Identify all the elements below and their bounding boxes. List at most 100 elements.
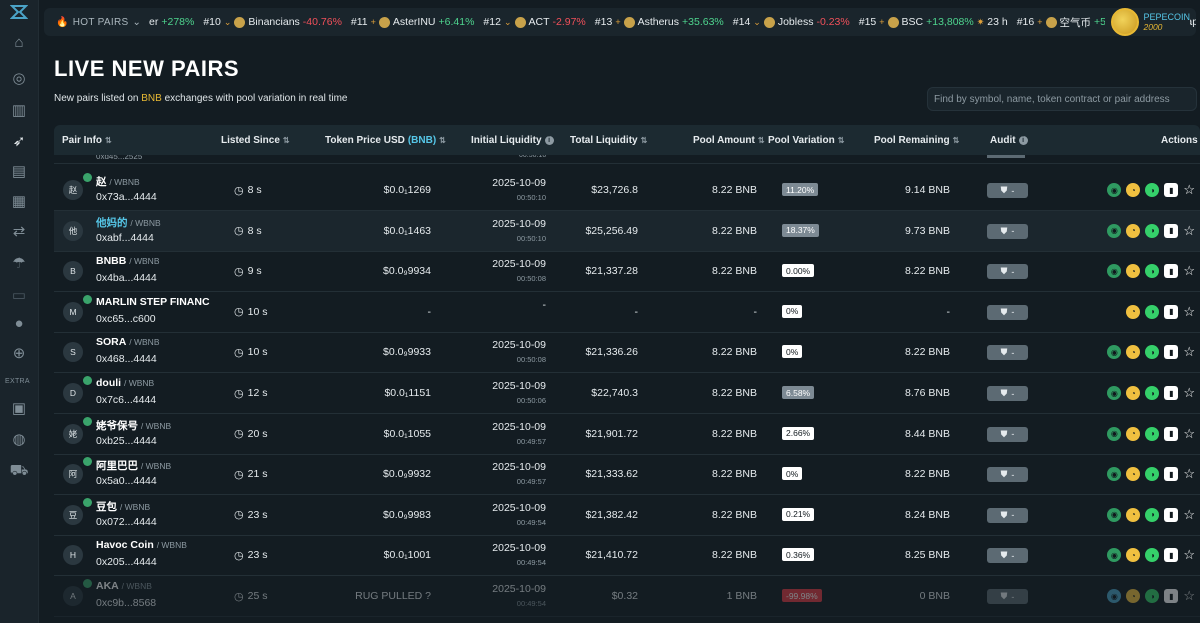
chart-link-icon[interactable]: ◔ — [1126, 304, 1141, 319]
buy-icon[interactable]: ◑ — [1145, 426, 1160, 441]
col-total-liquidity[interactable]: Total Liquidity ⇅ — [570, 125, 647, 155]
analytics-icon[interactable]: ▮ — [1164, 386, 1179, 400]
chart-link-icon[interactable]: ◔ — [1126, 386, 1141, 400]
pair-address[interactable]: 0x7c6...4444 — [96, 394, 157, 406]
buy-icon[interactable]: ◑ — [1145, 507, 1160, 522]
ticker-item[interactable]: #11 + AsterINU +6.41% — [351, 16, 475, 28]
col-listed-since[interactable]: Listed Since ⇅ — [221, 125, 290, 155]
col-token-price[interactable]: Token Price USD (BNB) ⇅ — [325, 125, 446, 155]
col-token-price-unit[interactable]: (BNB) — [407, 134, 437, 146]
ticker-item[interactable]: er +278% — [149, 16, 194, 28]
dex-link-icon[interactable]: ◉ — [1107, 426, 1122, 441]
buy-icon[interactable]: ◑ — [1145, 223, 1160, 238]
analytics-icon[interactable]: ▮ — [1164, 467, 1179, 482]
audit-badge[interactable]: ⛊ - — [987, 183, 1028, 198]
audit-badge[interactable]: ⛊ - — [987, 304, 1028, 320]
dex-link-icon[interactable]: ◉ — [1107, 386, 1122, 400]
pair-name[interactable]: 赵 / WBNB — [96, 174, 140, 189]
buy-icon[interactable]: ◑ — [1145, 467, 1160, 482]
chart-icon[interactable]: ▥ — [11, 102, 27, 119]
star-icon[interactable]: ☆ — [1183, 506, 1195, 522]
buy-icon[interactable]: ◑ — [1145, 386, 1160, 400]
chart-link-icon[interactable]: ◔ — [1126, 548, 1141, 563]
chart-link-icon[interactable]: ◔ — [1126, 223, 1141, 238]
ticker-item[interactable]: #14 ⌄ Jobless -0.23% — [733, 16, 850, 28]
col-pool-variation[interactable]: Pool Variation ⇅ — [768, 125, 844, 155]
buy-icon[interactable]: ◑ — [1145, 304, 1160, 319]
pair-name[interactable]: MARLIN STEP FINANC — [96, 296, 210, 308]
audit-badge[interactable]: ⛊ - — [987, 223, 1028, 239]
pair-address[interactable]: 0xc65...c600 — [96, 312, 156, 325]
analytics-icon[interactable]: ▮ — [1164, 426, 1179, 441]
pair-address[interactable]: 0xc9b...8568 — [96, 597, 157, 609]
star-icon[interactable]: ☆ — [1183, 588, 1195, 603]
audit-badge[interactable]: ⛊ - — [987, 345, 1028, 361]
pair-name[interactable]: 他妈的 / WBNB — [96, 215, 161, 230]
dex-link-icon[interactable]: ◉ — [1107, 183, 1122, 197]
audit-badge[interactable]: ⛊ - — [987, 264, 1028, 280]
chart-link-icon[interactable]: ◔ — [1126, 426, 1141, 441]
star-icon[interactable]: ☆ — [1183, 385, 1195, 400]
chart-link-icon[interactable]: ◔ — [1126, 183, 1141, 197]
analytics-icon[interactable]: ▮ — [1164, 507, 1179, 522]
pair-name[interactable]: 阿里巴巴 / WBNB — [96, 458, 171, 473]
buy-icon[interactable]: ◑ — [1145, 589, 1160, 603]
wallet-icon[interactable]: ▭ — [11, 287, 27, 304]
analytics-icon[interactable]: ▮ — [1164, 548, 1179, 563]
parachute-icon[interactable]: ☂ — [12, 255, 26, 272]
promo-pepecoin[interactable]: PEPECOIN 2000 — [1105, 8, 1190, 36]
pair-address[interactable]: 0x072...4444 — [96, 515, 157, 528]
chart-link-icon[interactable]: ◔ — [1126, 589, 1141, 603]
star-icon[interactable]: ☆ — [1183, 344, 1195, 360]
info-icon[interactable]: i — [1018, 135, 1028, 145]
audit-badge[interactable]: ⛊ - — [987, 467, 1028, 483]
audit-badge[interactable]: ⛊ - — [987, 589, 1028, 604]
pair-address[interactable]: 0x5a0...4444 — [96, 475, 157, 488]
analytics-icon[interactable]: ▮ — [1164, 304, 1179, 319]
table-row[interactable]: 姥姥爷保号 / WBNB 0xb25...4444 ◷ 20 s $0.0₁1055 20… — [54, 414, 1200, 455]
home-icon[interactable]: ⌂ — [14, 33, 24, 51]
star-icon[interactable]: ☆ — [1183, 182, 1195, 197]
pair-address[interactable]: 0xb25...4444 — [96, 434, 157, 447]
pair-address[interactable]: 0xabf...4444 — [96, 231, 154, 244]
analytics-icon[interactable]: ▮ — [1164, 223, 1179, 238]
dex-link-icon[interactable]: ◉ — [1107, 223, 1122, 238]
table-row[interactable]: H Havoc Coin / WBNB 0x205...4444 ◷ 23 s $0.0₁… — [54, 535, 1200, 577]
audit-badge[interactable]: ⛊ - — [987, 386, 1028, 401]
dex-link-icon[interactable]: ◉ — [1107, 467, 1122, 482]
pair-name[interactable]: AKA / WBNB — [96, 580, 152, 592]
dex-link-icon[interactable]: ◉ — [1107, 548, 1122, 563]
buy-icon[interactable]: ◑ — [1145, 345, 1160, 360]
dex-link-icon[interactable]: ◉ — [1107, 507, 1122, 522]
rocket-icon[interactable]: ➶ — [12, 133, 26, 150]
files-icon[interactable]: ▤ — [11, 163, 27, 180]
ticker-item[interactable]: #13 + Astherus +35.63% — [595, 16, 724, 28]
pair-address[interactable]: 0x4ba...4444 — [96, 272, 157, 285]
table-row[interactable]: 阿阿里巴巴 / WBNB 0x5a0...4444 ◷ 21 s $0.0₉9932 20… — [54, 454, 1200, 496]
dex-link-icon[interactable]: ◉ — [1107, 345, 1122, 360]
star-icon[interactable]: ☆ — [1183, 222, 1195, 238]
table-row[interactable]: 他他妈的 / WBNB 0xabf...4444 ◷ 8 s $0.0₁1463 2025… — [54, 210, 1200, 252]
ticker-item[interactable]: #12 ⌄ ACT -2.97% — [483, 16, 585, 28]
monitor-icon[interactable]: ▣ — [11, 400, 27, 417]
dex-link-icon[interactable]: ◉ — [1107, 264, 1122, 279]
globe-icon[interactable]: ◍ — [12, 431, 26, 448]
buy-icon[interactable]: ◑ — [1145, 264, 1160, 279]
star-icon[interactable]: ☆ — [1183, 263, 1195, 279]
buy-icon[interactable]: ◑ — [1145, 183, 1160, 197]
logo-icon[interactable] — [8, 1, 30, 23]
chart-link-icon[interactable]: ◔ — [1126, 345, 1141, 360]
col-pool-remaining[interactable]: Pool Remaining ⇅ — [874, 125, 959, 155]
analytics-icon[interactable]: ▮ — [1164, 589, 1179, 603]
star-icon[interactable]: ☆ — [1183, 425, 1195, 441]
table-row[interactable]: B BNBB / WBNB 0x4ba...4444 ◷ 9 s $0.0₉9934 202… — [54, 251, 1200, 293]
hot-pairs-dropdown[interactable]: 🔥 HOT PAIRS ⌄ — [56, 8, 141, 36]
analytics-icon[interactable]: ▮ — [1164, 183, 1179, 197]
pair-name[interactable]: 豆包 / WBNB — [96, 499, 150, 514]
chart-link-icon[interactable]: ◔ — [1126, 467, 1141, 482]
swap-icon[interactable]: ⇄ — [12, 223, 26, 240]
table-row[interactable]: 豆豆包 / WBNB 0x072...4444 ◷ 23 s $0.0₉9983 2025… — [54, 495, 1200, 536]
analytics-icon[interactable]: ▮ — [1164, 345, 1179, 360]
table-row[interactable]: 赵赵 / WBNB 0x73a...4444 ◷ 8 s $0.0₁1269 2025-1… — [54, 170, 1200, 211]
